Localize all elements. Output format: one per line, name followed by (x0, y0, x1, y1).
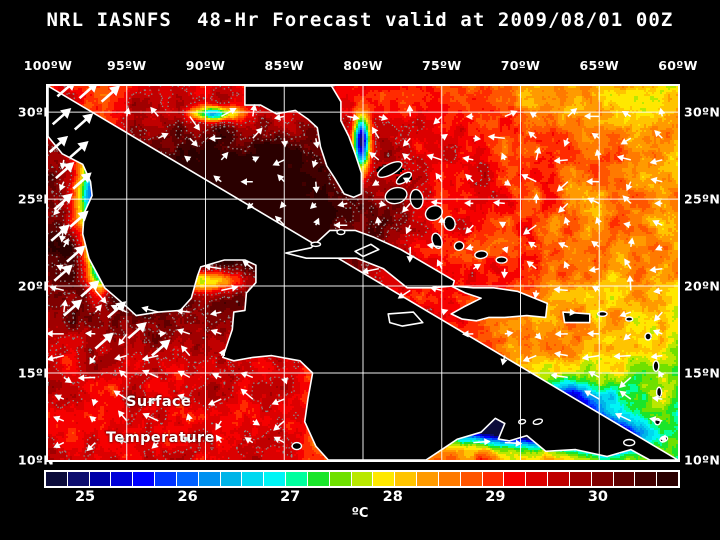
colorbar-cell-3 (111, 472, 134, 486)
lon-tick-2: 90ºW (185, 58, 226, 73)
lat-tick-right-4: 10ºN (684, 452, 720, 468)
lat-tick-left-1: 25ºN (17, 191, 54, 207)
lat-tick-right-0: 30ºN (684, 104, 720, 120)
lon-tick-3: 85ºW (264, 58, 304, 73)
colorbar-cell-17 (417, 472, 439, 486)
colorbar-cell-5 (155, 472, 177, 486)
colorbar-tick-3: 28 (382, 489, 403, 505)
lat-tick-left-4: 10ºN (17, 452, 54, 468)
map-canvas (48, 86, 678, 460)
lat-tick-left-3: 15ºN (17, 365, 54, 381)
colorbar-cell-6 (176, 472, 199, 486)
lon-tick-6: 70ºW (500, 58, 541, 73)
colorbar-cell-9 (242, 472, 265, 486)
colorbar-cell-15 (373, 472, 396, 486)
colorbar-tick-1: 26 (177, 489, 198, 505)
lat-tick-left-0: 30ºN (17, 104, 54, 120)
colorbar-unit-label: ºC (351, 506, 369, 521)
colorbar-cell-8 (220, 472, 243, 486)
colorbar-cell-24 (569, 472, 592, 486)
lat-tick-left-2: 20ºN (17, 278, 54, 294)
colorbar-cell-26 (613, 472, 636, 486)
colorbar-cell-2 (89, 472, 112, 486)
colorbar-cell-19 (460, 472, 483, 486)
map-panel: Surface Temperature (46, 84, 680, 462)
colorbar-cell-0 (46, 472, 68, 486)
lat-tick-right-1: 25ºN (684, 191, 720, 207)
colorbar-cell-1 (67, 472, 90, 486)
colorbar-cell-22 (526, 472, 549, 486)
colorbar-tick-4: 29 (485, 489, 506, 505)
colorbar-cell-13 (329, 472, 352, 486)
colorbar-cell-18 (438, 472, 461, 486)
figure-title: NRL IASNFS 48-Hr Forecast valid at 2009/… (46, 9, 674, 31)
colorbar-cell-23 (548, 472, 570, 486)
colorbar-cell-12 (307, 472, 330, 486)
colorbar-tick-2: 27 (280, 489, 301, 505)
colorbar-cell-21 (504, 472, 527, 486)
colorbar-cell-28 (657, 472, 679, 486)
colorbar-cell-11 (286, 472, 308, 486)
colorbar (44, 470, 680, 488)
colorbar-cell-27 (635, 472, 658, 486)
sst-field-svg (48, 86, 678, 460)
lon-tick-0: 100ºW (23, 58, 73, 73)
colorbar-cell-20 (482, 472, 505, 486)
colorbar-tick-5: 30 (587, 489, 609, 505)
lon-tick-8: 60ºW (658, 58, 698, 73)
lat-tick-right-3: 15ºN (684, 365, 720, 381)
colorbar-tick-0: 25 (74, 489, 96, 505)
colorbar-cell-10 (264, 472, 287, 486)
lat-tick-right-2: 20ºN (684, 278, 720, 294)
colorbar-cell-4 (133, 472, 156, 486)
lon-tick-4: 80ºW (343, 58, 383, 73)
lon-tick-1: 95ºW (107, 58, 147, 73)
colorbar-cell-16 (395, 472, 418, 486)
lon-tick-7: 65ºW (579, 58, 619, 73)
colorbar-cell-25 (591, 472, 614, 486)
colorbar-cell-7 (198, 472, 221, 486)
lon-tick-5: 75ºW (422, 58, 462, 73)
colorbar-cell-14 (351, 472, 374, 486)
